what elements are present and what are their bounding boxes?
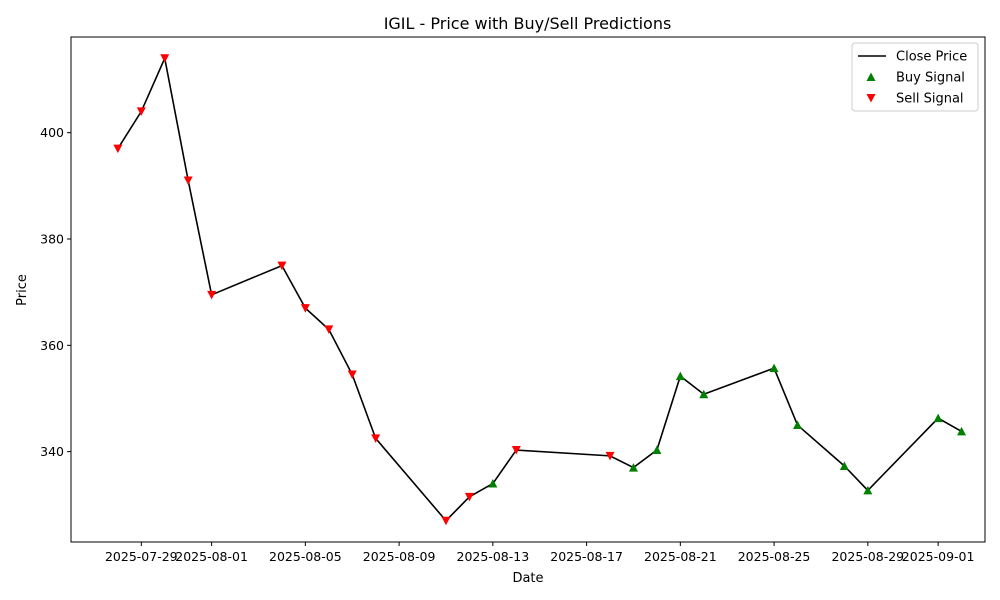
sell-signal-marker <box>464 492 474 502</box>
buy-signal-marker <box>628 463 638 472</box>
y-tick-label: 380 <box>40 232 64 247</box>
buy-signal-marker <box>933 413 943 423</box>
sell-signal-marker <box>136 107 146 116</box>
chart-title: IGIL - Price with Buy/Sell Predictions <box>384 14 672 33</box>
y-tick-label: 400 <box>40 125 64 140</box>
x-tick-label: 2025-08-13 <box>457 549 530 564</box>
sell-signal-marker <box>160 54 170 63</box>
sell-signal-marker <box>441 516 451 526</box>
plot-area <box>70 36 986 543</box>
legend-box <box>851 42 979 112</box>
legend-sell-marker <box>866 94 876 103</box>
sell-signal-marker <box>511 446 521 455</box>
sell-signal-marker <box>207 290 217 300</box>
legend: Close Price Buy Signal Sell Signal <box>851 42 979 112</box>
legend-label-close-price: Close Price <box>896 50 967 65</box>
x-tick-label: 2025-08-01 <box>175 549 248 564</box>
sell-signal-marker <box>277 261 287 271</box>
sell-signal-marker <box>300 304 310 313</box>
buy-signal-marker <box>839 461 849 470</box>
buy-signal-marker <box>652 445 662 455</box>
legend-label-sell-signal: Sell Signal <box>896 92 964 107</box>
buy-signal-marker <box>675 371 685 381</box>
sell-signal-marker <box>371 434 381 443</box>
buy-signal-marker <box>769 363 779 373</box>
axes-frame <box>70 36 986 543</box>
x-tick-label: 2025-09-01 <box>902 549 975 564</box>
x-tick-label: 2025-08-25 <box>738 549 811 564</box>
x-tick-label: 2025-07-29 <box>105 549 178 564</box>
buy-signal-marker <box>488 479 498 488</box>
x-tick-label: 2025-08-17 <box>550 549 623 564</box>
y-tick-label: 340 <box>40 444 64 459</box>
buy-signal-marker <box>957 426 967 436</box>
y-tick-label: 360 <box>40 338 64 353</box>
legend-buy-marker <box>866 72 876 81</box>
series-layer <box>113 54 967 526</box>
legend-label-buy-signal: Buy Signal <box>896 71 965 86</box>
buy-signal-marker <box>699 389 709 399</box>
buy-signal-marker <box>793 420 803 430</box>
y-axis-label: Price <box>15 274 30 306</box>
sell-signal-marker <box>113 144 123 154</box>
sell-signal-marker <box>605 451 615 461</box>
sell-signal-marker <box>347 370 357 380</box>
x-tick-label: 2025-08-21 <box>644 549 717 564</box>
x-tick-label: 2025-08-09 <box>363 549 436 564</box>
x-axis-label: Date <box>512 571 543 586</box>
x-tick-label: 2025-08-29 <box>831 549 904 564</box>
sell-signal-marker <box>324 325 334 334</box>
sell-signal-marker <box>183 176 193 186</box>
buy-signal-marker <box>863 485 873 495</box>
x-tick-label: 2025-08-05 <box>269 549 342 564</box>
y-axis: 340 360 380 400 <box>40 125 71 459</box>
